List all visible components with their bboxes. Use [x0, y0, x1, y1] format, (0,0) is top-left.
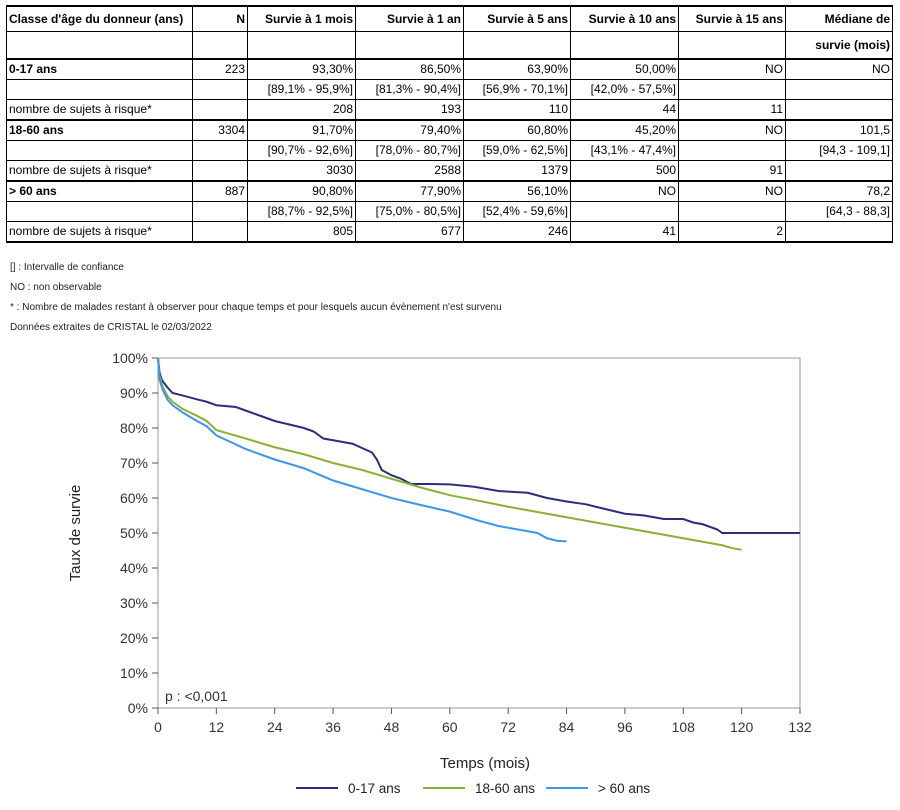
note-no: NO : non observable — [10, 282, 102, 293]
series-line-0-17-ans — [157, 357, 800, 534]
x-tick-label: 120 — [730, 719, 754, 735]
value-cell: 90,80% — [247, 180, 356, 202]
header-n: N — [192, 5, 248, 32]
ci-cell: [78,0% - 80,7%] — [355, 140, 464, 161]
risk-cell: 246 — [463, 221, 571, 243]
x-tick-label: 132 — [788, 719, 812, 735]
x-tick-label: 12 — [209, 719, 225, 735]
y-tick-label: 10% — [120, 665, 148, 681]
note-ci: [] : Intervalle de confiance — [10, 262, 124, 273]
risk-label: nombre de sujets à risque* — [6, 99, 193, 121]
y-tick-label: 60% — [120, 490, 148, 506]
ci-cell: [59,0% - 62,5%] — [463, 140, 571, 161]
value-cell: 77,90% — [355, 180, 464, 202]
header-age-class: Classe d'âge du donneur (ans) — [6, 5, 193, 32]
risk-cell: 3030 — [247, 160, 356, 182]
header-survival-15y: Survie à 15 ans — [678, 5, 786, 32]
ci-cell: [64,3 - 88,3] — [785, 201, 893, 222]
ci-cell: [90,7% - 92,6%] — [247, 140, 356, 161]
table-notes: [] : Intervalle de confiance NO : non ob… — [10, 258, 502, 338]
y-tick-label: 40% — [120, 560, 148, 576]
y-tick-label: 70% — [120, 455, 148, 471]
ci-cell — [785, 79, 893, 100]
risk-cell: 805 — [247, 221, 356, 243]
y-tick-label: 80% — [120, 420, 148, 436]
x-tick-label: 96 — [617, 719, 633, 735]
ci-cell: [75,0% - 80,5%] — [355, 201, 464, 222]
note-source: Données extraites de CRISTAL le 02/03/20… — [10, 322, 212, 333]
x-tick-label: 108 — [672, 719, 696, 735]
ci-cell: [88,7% - 92,5%] — [247, 201, 356, 222]
x-tick-label: 72 — [500, 719, 516, 735]
risk-cell — [785, 221, 893, 243]
legend-label-60-ans: > 60 ans — [598, 781, 650, 796]
risk-label: nombre de sujets à risque* — [6, 221, 193, 243]
x-tick-label: 84 — [559, 719, 575, 735]
risk-cell: 41 — [570, 221, 679, 243]
x-axis-title: Temps (mois) — [440, 755, 530, 772]
header-survival-5y: Survie à 5 ans — [463, 5, 571, 32]
risk-label: nombre de sujets à risque* — [6, 160, 193, 182]
risk-cell: 193 — [355, 99, 464, 121]
risk-cell: 208 — [247, 99, 356, 121]
value-cell: 101,5 — [785, 119, 893, 141]
y-tick-label: 50% — [120, 525, 148, 541]
y-axis-title: Taux de survie — [67, 485, 84, 582]
ci-cell: [56,9% - 70,1%] — [463, 79, 571, 100]
y-tick-label: 20% — [120, 630, 148, 646]
x-tick-label: 48 — [384, 719, 400, 735]
x-tick-label: 36 — [325, 719, 341, 735]
y-tick-label: 30% — [120, 595, 148, 611]
group-n: 223 — [192, 58, 248, 80]
value-cell: 93,30% — [247, 58, 356, 80]
value-cell: NO — [785, 58, 893, 80]
y-tick-label: 100% — [112, 350, 148, 366]
y-tick-label: 90% — [120, 385, 148, 401]
legend-label-18-60-ans: 18-60 ans — [475, 781, 535, 796]
plot-frame — [157, 357, 801, 709]
header-median-line1: Médiane de — [785, 5, 893, 32]
series-line-60-ans — [157, 357, 567, 543]
ci-cell: [43,1% - 47,4%] — [570, 140, 679, 161]
header-median-line2: survie (mois) — [785, 31, 893, 60]
series-line-18-60-ans — [157, 357, 742, 551]
legend-label-0-17-ans: 0-17 ans — [348, 781, 401, 796]
x-tick-label: 60 — [442, 719, 458, 735]
value-cell: 63,90% — [463, 58, 571, 80]
ci-cell: [89,1% - 95,9%] — [247, 79, 356, 100]
y-tick-label: 0% — [128, 700, 148, 716]
p-value-annotation: p : <0,001 — [165, 688, 228, 704]
survival-table: Classe d'âge du donneur (ans) N Survie à… — [6, 5, 893, 243]
ci-cell: [52,4% - 59,6%] — [463, 201, 571, 222]
group-n: 887 — [192, 180, 248, 202]
note-risk: * : Nombre de malades restant à observer… — [10, 302, 502, 313]
ci-cell: [94,3 - 109,1] — [785, 140, 893, 161]
x-tick-label: 0 — [154, 719, 162, 735]
x-tick-label: 24 — [267, 719, 283, 735]
